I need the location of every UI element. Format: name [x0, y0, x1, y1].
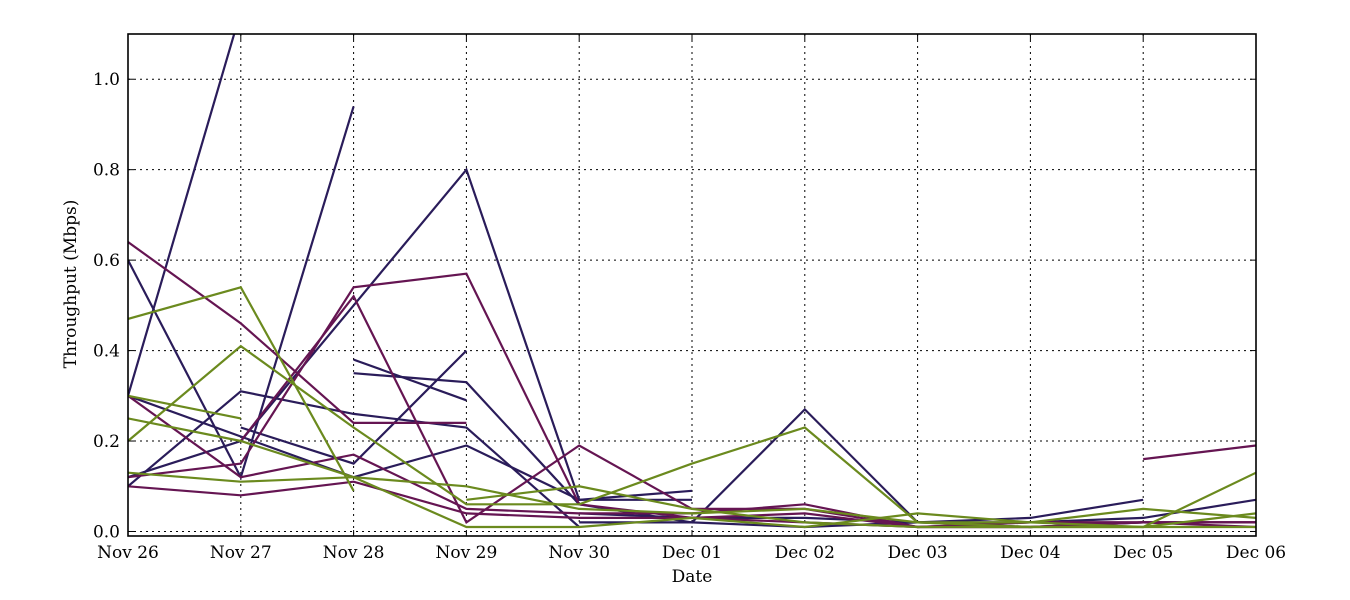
x-tick-label: Dec 02: [775, 543, 835, 563]
y-tick-label: 0.0: [93, 522, 120, 542]
x-tick-label: Nov 30: [548, 543, 610, 563]
axis-ticks: [127, 34, 1257, 536]
x-axis-title: Date: [672, 567, 713, 587]
x-tick-label: Nov 26: [97, 543, 159, 563]
series-line-6: [240, 349, 468, 465]
y-tick-label: 0.2: [93, 432, 120, 452]
series-line-7: [353, 358, 467, 402]
x-tick-label: Nov 29: [436, 543, 498, 563]
y-tick-labels: 0.0 0.2 0.4 0.6 0.8 1.0: [93, 70, 120, 542]
series-line-17: [128, 286, 355, 492]
y-tick-label: 0.8: [93, 161, 120, 181]
series-line-21: [128, 471, 1256, 529]
y-tick-label: 0.6: [93, 251, 120, 271]
series-line-5: [128, 394, 692, 501]
series-line-15: [239, 294, 1256, 529]
series-lines: [128, 34, 1256, 529]
series-line-19: [128, 394, 242, 420]
series-line-20: [128, 417, 1256, 529]
x-tick-label: Dec 04: [1000, 543, 1060, 563]
x-tick-labels: Nov 26 Nov 27 Nov 28 Nov 29 Nov 30 Dec 01 Dec …: [97, 543, 1286, 563]
y-tick-label: 0.4: [93, 342, 120, 362]
x-tick-label: Nov 27: [210, 543, 272, 563]
x-tick-label: Dec 01: [662, 543, 722, 563]
series-line-16: [1143, 444, 1256, 461]
x-tick-label: Dec 03: [887, 543, 947, 563]
series-line-1: [128, 34, 236, 397]
x-tick-label: Dec 06: [1226, 543, 1286, 563]
series-line-8: [353, 372, 1256, 524]
series-line-22: [466, 471, 1256, 529]
x-tick-label: Nov 28: [323, 543, 385, 563]
series-line-11: [128, 241, 467, 424]
x-tick-label: Dec 05: [1113, 543, 1173, 563]
y-tick-label: 1.0: [93, 70, 120, 90]
y-axis-title: Throughput (Mbps): [61, 200, 81, 369]
